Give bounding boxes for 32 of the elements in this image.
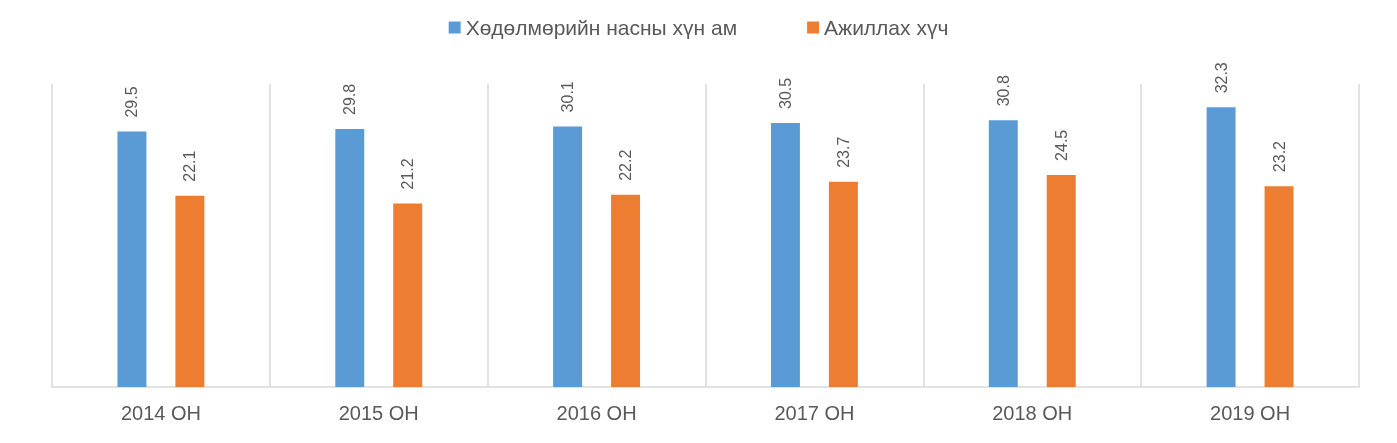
- x-tick-label: 2019 ОН: [1210, 402, 1291, 424]
- x-tick-label: 2017 ОН: [774, 402, 855, 424]
- bar: [988, 120, 1018, 387]
- data-label: 29.8: [341, 83, 359, 116]
- data-label: 24.5: [1052, 129, 1070, 161]
- data-label: 32.3: [1212, 62, 1230, 94]
- bar: [553, 126, 583, 387]
- bar: [770, 122, 800, 387]
- data-label: 30.8: [994, 75, 1012, 107]
- data-label: 22.1: [181, 150, 199, 182]
- bar: [175, 195, 205, 387]
- data-label: 21.2: [399, 158, 417, 190]
- bar: [611, 194, 641, 387]
- x-tick-label: 2015 ОН: [338, 402, 419, 424]
- bar: [1206, 107, 1236, 387]
- bar: [335, 129, 365, 387]
- bar: [1264, 186, 1294, 387]
- legend-label: Хөдөлмөрийн насны хүн ам: [465, 16, 738, 39]
- bar: [1046, 174, 1076, 387]
- x-tick-label: 2014 ОН: [120, 402, 201, 424]
- x-tick-label: 2016 ОН: [556, 402, 637, 424]
- data-label: 30.1: [559, 81, 577, 113]
- bar: [393, 203, 423, 387]
- data-label: 22.2: [617, 149, 635, 181]
- data-label: 29.5: [123, 86, 141, 118]
- data-label: 23.2: [1270, 140, 1288, 173]
- legend-label: Ажиллах хүч: [824, 16, 949, 39]
- bar: [828, 181, 858, 387]
- data-label: 30.5: [776, 77, 794, 109]
- x-tick-label: 2018 ОН: [992, 402, 1073, 424]
- data-label: 23.7: [834, 136, 852, 168]
- bar: [117, 131, 147, 387]
